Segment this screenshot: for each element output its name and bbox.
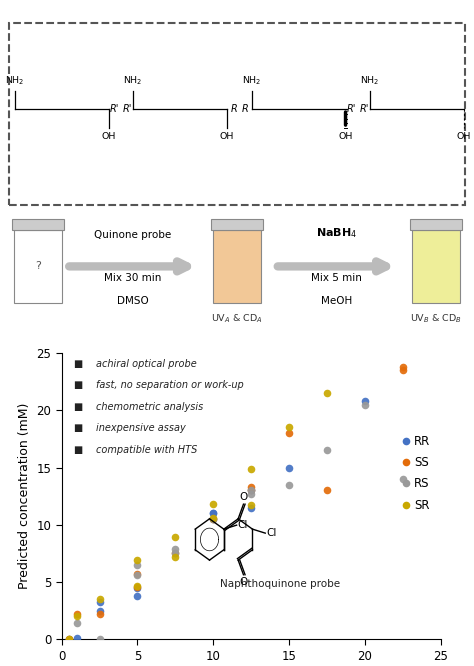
Point <box>73 609 81 619</box>
Text: OH: OH <box>457 132 471 141</box>
Point <box>210 513 217 524</box>
Point <box>247 485 255 496</box>
Bar <box>213 230 261 303</box>
Point <box>172 551 179 562</box>
Text: ■: ■ <box>73 445 82 455</box>
Text: Cl: Cl <box>237 520 248 530</box>
Point <box>134 591 141 601</box>
Point <box>285 422 293 433</box>
Point <box>65 634 73 645</box>
Point <box>210 513 217 524</box>
Point <box>323 388 331 398</box>
Text: R': R' <box>109 104 119 115</box>
Point <box>73 611 81 622</box>
Text: R': R' <box>346 104 356 115</box>
Point <box>65 633 73 644</box>
Point <box>361 396 369 406</box>
Point <box>399 362 407 372</box>
Point <box>73 618 81 629</box>
Text: R': R' <box>123 104 132 115</box>
Text: inexpensive assay: inexpensive assay <box>96 423 185 433</box>
Point <box>134 581 141 592</box>
Text: R: R <box>241 104 248 115</box>
Text: MeOH: MeOH <box>321 296 352 306</box>
Point <box>361 399 369 410</box>
Point <box>134 555 141 565</box>
Bar <box>14 230 62 303</box>
Point <box>73 633 81 643</box>
Text: ■: ■ <box>73 380 82 390</box>
Point <box>134 580 141 591</box>
Point <box>247 500 255 511</box>
Point <box>172 532 179 543</box>
Bar <box>410 219 462 230</box>
Point <box>65 633 73 644</box>
Point <box>210 508 217 519</box>
Point <box>399 365 407 376</box>
Text: ■: ■ <box>73 423 82 433</box>
Point <box>134 583 141 593</box>
Point <box>323 485 331 496</box>
Text: ?: ? <box>35 261 41 272</box>
Text: R: R <box>231 104 237 115</box>
Point <box>247 482 255 492</box>
Text: O: O <box>239 577 247 587</box>
Text: OH: OH <box>220 132 234 141</box>
Point <box>210 513 217 524</box>
Text: Mix 5 min: Mix 5 min <box>311 273 362 283</box>
Point <box>96 596 103 607</box>
Text: Quinone probe: Quinone probe <box>94 230 171 240</box>
Text: Cl: Cl <box>266 528 277 538</box>
Text: NH$_2$: NH$_2$ <box>360 74 380 87</box>
Text: NH$_2$: NH$_2$ <box>5 74 25 87</box>
FancyBboxPatch shape <box>9 23 465 205</box>
Text: chemometric analysis: chemometric analysis <box>96 402 203 412</box>
Y-axis label: Predicted concentration (mM): Predicted concentration (mM) <box>18 403 31 589</box>
Text: compatible with HTS: compatible with HTS <box>96 445 197 455</box>
Point <box>323 445 331 456</box>
Text: Naphthoquinone probe: Naphthoquinone probe <box>219 579 340 589</box>
Text: UV$_A$ & CD$_A$: UV$_A$ & CD$_A$ <box>211 312 263 325</box>
Point <box>247 464 255 474</box>
Point <box>210 499 217 509</box>
Legend: RR, SS, RS, SR: RR, SS, RS, SR <box>399 430 435 516</box>
Point <box>172 543 179 554</box>
Point <box>399 474 407 484</box>
Text: ■: ■ <box>73 359 82 369</box>
Text: OH: OH <box>101 132 116 141</box>
Text: O: O <box>239 492 247 502</box>
Text: OH: OH <box>338 132 353 141</box>
Text: achiral optical probe: achiral optical probe <box>96 359 197 369</box>
Point <box>96 634 103 645</box>
Point <box>96 609 103 619</box>
Text: ■: ■ <box>73 402 82 412</box>
Point <box>172 548 179 559</box>
Text: NH$_2$: NH$_2$ <box>123 74 143 87</box>
Text: Mix 30 min: Mix 30 min <box>104 273 162 283</box>
Text: UV$_B$ & CD$_B$: UV$_B$ & CD$_B$ <box>410 312 462 325</box>
Text: R': R' <box>360 104 369 115</box>
Point <box>285 428 293 438</box>
Point <box>134 559 141 570</box>
Text: NH$_2$: NH$_2$ <box>242 74 262 87</box>
Point <box>247 485 255 496</box>
Point <box>247 485 255 496</box>
Point <box>285 480 293 490</box>
Point <box>247 489 255 500</box>
Point <box>210 508 217 519</box>
Point <box>172 548 179 559</box>
Text: DMSO: DMSO <box>117 296 148 306</box>
Point <box>285 462 293 473</box>
Bar <box>211 219 263 230</box>
Text: fast, no separation or work-up: fast, no separation or work-up <box>96 380 244 390</box>
Point <box>247 502 255 513</box>
Point <box>134 570 141 581</box>
Bar <box>412 230 460 303</box>
Bar <box>12 219 64 230</box>
Text: NaBH$_4$: NaBH$_4$ <box>316 226 357 240</box>
Point <box>134 569 141 579</box>
Point <box>96 594 103 605</box>
Point <box>96 605 103 616</box>
Point <box>210 513 217 523</box>
